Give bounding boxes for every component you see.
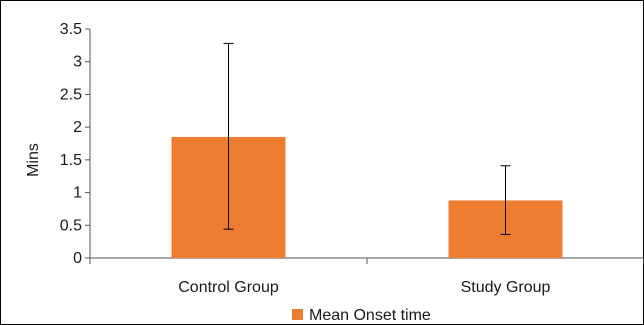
y-tick-label: 3 [73,54,82,71]
y-tick-label: 0 [73,250,82,267]
y-tick-label: 1 [73,185,82,202]
y-axis-title: Mins [25,143,42,177]
x-axis: Control Group Study Group [89,257,644,296]
y-tick-label: 3.5 [60,21,82,38]
legend-label: Mean Onset time [309,307,431,324]
legend-swatch [292,309,303,320]
x-tick-label: Control Group [178,279,279,296]
error-bars [223,42,511,235]
x-tick-label: Study Group [461,279,551,296]
y-axis: 0 0.5 1 1.5 2 2.5 3 3.5 [60,21,91,267]
y-tick-label: 0.5 [60,217,82,234]
y-tick-label: 2 [73,119,82,136]
bars [171,136,563,258]
legend[interactable]: Mean Onset time [292,307,431,324]
y-tick-label: 1.5 [60,152,82,169]
y-tick-label: 2.5 [60,86,82,103]
